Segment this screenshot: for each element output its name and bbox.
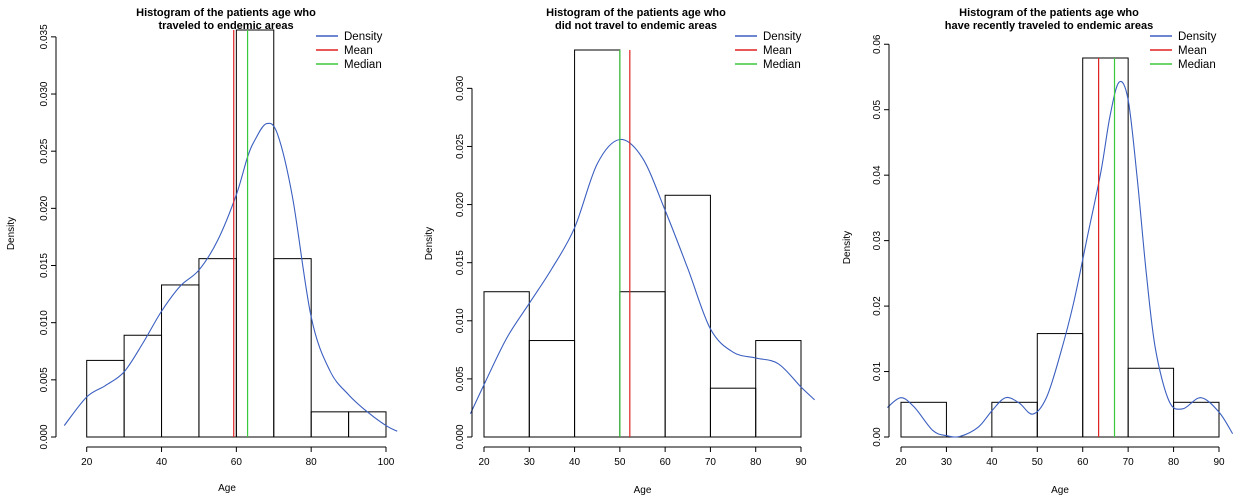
- histogram-bar: [198, 258, 237, 438]
- histogram-bar: [619, 291, 666, 438]
- y-tick-label: 0.010: [455, 308, 466, 333]
- histogram-bar: [310, 411, 350, 438]
- chart-title-line: Histogram of the patients age who: [959, 7, 1139, 19]
- legend-label: Median: [344, 59, 382, 71]
- y-axis-label: Density: [842, 231, 853, 264]
- y-axis-label: Density: [6, 217, 17, 250]
- chart-title-line: did not travel to endemic areas: [555, 20, 717, 32]
- x-tick-label: 60: [231, 457, 243, 468]
- y-tick-label: 0.06: [872, 34, 883, 54]
- x-tick-label: 40: [986, 457, 998, 468]
- y-tick-label: 0.000: [455, 424, 466, 449]
- legend-label: Mean: [344, 45, 373, 57]
- histogram-bar: [1036, 333, 1084, 438]
- chart-title-line: Histogram of the patients age who: [136, 7, 316, 19]
- y-tick-label: 0.005: [39, 367, 50, 392]
- legend-label: Median: [763, 59, 801, 71]
- y-tick-label: 0.04: [872, 165, 883, 185]
- x-tick-label: 80: [750, 457, 762, 468]
- histogram-bar: [348, 411, 387, 438]
- x-axis-label: Age: [634, 485, 652, 496]
- y-tick-label: 0.030: [39, 81, 50, 106]
- x-tick-label: 80: [1168, 457, 1180, 468]
- legend-label: Density: [1178, 31, 1217, 43]
- y-axis-label: Density: [424, 227, 435, 260]
- histogram-bar: [273, 258, 312, 438]
- legend-label: Mean: [1178, 45, 1207, 57]
- histogram-bar: [1082, 57, 1129, 438]
- chart-title-line: have recently traveled to endemic areas: [945, 20, 1154, 32]
- y-tick-label: 0.015: [455, 250, 466, 275]
- histogram-bar: [161, 284, 200, 438]
- x-tick-label: 90: [1213, 457, 1225, 468]
- density-curve: [887, 80, 1234, 438]
- legend-label: Median: [1178, 59, 1216, 71]
- histogram-bar: [235, 29, 275, 438]
- x-tick-label: 30: [941, 457, 953, 468]
- histogram-bar: [123, 334, 163, 438]
- legend-label: Density: [763, 31, 802, 43]
- x-tick-label: 70: [705, 457, 717, 468]
- histogram-bar: [1173, 401, 1220, 438]
- x-tick-label: 20: [478, 457, 490, 468]
- histogram-bar: [86, 359, 125, 438]
- y-tick-label: 0.020: [39, 195, 50, 220]
- x-axis-label: Age: [218, 483, 236, 494]
- y-tick-label: 0.015: [39, 253, 50, 278]
- legend-label: Mean: [763, 45, 792, 57]
- histogram-bar: [900, 401, 947, 438]
- x-tick-label: 40: [569, 457, 581, 468]
- density-curve: [63, 122, 398, 432]
- y-tick-label: 0.05: [872, 100, 883, 120]
- x-tick-label: 40: [156, 457, 168, 468]
- x-tick-label: 20: [895, 457, 907, 468]
- histogram-bar: [1127, 367, 1175, 438]
- y-tick-label: 0.030: [455, 75, 466, 100]
- x-tick-label: 70: [1123, 457, 1135, 468]
- y-tick-label: 0.000: [39, 424, 50, 449]
- y-tick-label: 0.025: [39, 138, 50, 163]
- y-tick-label: 0.025: [455, 134, 466, 159]
- y-tick-label: 0.005: [455, 366, 466, 391]
- x-tick-label: 60: [1077, 457, 1089, 468]
- x-tick-label: 60: [660, 457, 672, 468]
- y-tick-label: 0.01: [872, 361, 883, 381]
- x-tick-label: 50: [614, 457, 626, 468]
- x-tick-label: 50: [1032, 457, 1044, 468]
- histogram-bar: [709, 387, 757, 438]
- legend-label: Density: [344, 31, 383, 43]
- chart-title-line: Histogram of the patients age who: [546, 7, 726, 19]
- histogram-bar: [664, 194, 711, 438]
- chart-title-line: traveled to endemic areas: [158, 20, 293, 32]
- x-tick-label: 80: [306, 457, 318, 468]
- histogram-bar: [528, 340, 576, 438]
- histogram-bar: [574, 49, 621, 438]
- histogram-bar: [991, 401, 1038, 438]
- x-tick-label: 90: [795, 457, 807, 468]
- histogram-bar: [755, 340, 802, 438]
- x-tick-label: 20: [81, 457, 93, 468]
- density-curve: [469, 138, 815, 414]
- y-tick-label: 0.03: [872, 230, 883, 250]
- y-tick-label: 0.00: [872, 427, 883, 447]
- histogram-chart-1: Histogram of the patients age whotravele…: [6, 7, 398, 494]
- x-axis-label: Age: [1051, 485, 1069, 496]
- x-tick-label: 100: [378, 457, 395, 468]
- y-tick-label: 0.035: [39, 24, 50, 49]
- y-tick-label: 0.02: [872, 296, 883, 316]
- y-tick-label: 0.010: [39, 310, 50, 335]
- x-tick-label: 30: [524, 457, 536, 468]
- y-tick-label: 0.020: [455, 192, 466, 217]
